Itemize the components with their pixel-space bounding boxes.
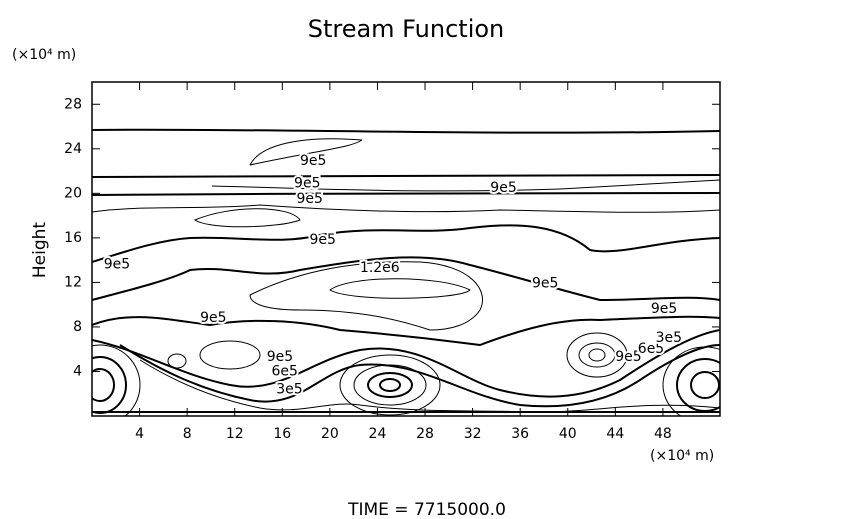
contour-line: [578, 342, 616, 368]
contour-line: [119, 344, 720, 408]
contour-label: 9e5: [490, 180, 516, 196]
contour-label: 9e5: [532, 276, 558, 292]
x-tick-label: 44: [606, 426, 624, 442]
contour-line: [566, 332, 628, 378]
contour-line: [379, 378, 401, 392]
contour-line: [92, 224, 720, 263]
y-tick-label: 16: [64, 230, 82, 246]
contour-line: [92, 128, 720, 134]
x-tick-label: 24: [369, 426, 387, 442]
x-tick-label: 36: [511, 426, 529, 442]
contour-label: 3e5: [656, 330, 682, 346]
x-tick-label: 28: [416, 426, 434, 442]
x-unit: (×10⁴ m): [650, 448, 714, 464]
contour-line: [92, 174, 720, 178]
contour-label: 3e5: [276, 381, 302, 397]
contour-label: 9e5: [296, 191, 322, 207]
contour-label: 9e5: [200, 310, 226, 326]
y-tick-label: 4: [73, 363, 82, 379]
contour-line: [92, 368, 115, 402]
contour-line: [92, 192, 720, 196]
contour-label: 9e5: [615, 349, 641, 365]
contour-label: 9e5: [104, 257, 130, 273]
contour-label: 9e5: [267, 349, 293, 365]
contour-line: [367, 372, 413, 398]
contour-line: [92, 204, 720, 213]
contour-line: [690, 371, 720, 399]
contour-line: [92, 329, 720, 398]
y-tick-label: 24: [64, 141, 82, 157]
x-tick-label: 40: [559, 426, 577, 442]
contour-line: [339, 354, 441, 416]
chart-title: Stream Function: [308, 15, 505, 43]
contour-line: [92, 344, 141, 416]
y-axis-label: Height: [30, 222, 50, 279]
contour-line: [211, 179, 720, 192]
y-unit: (×10⁴ m): [12, 47, 76, 63]
contour-line: [249, 261, 483, 331]
contour-label: 9e5: [300, 153, 326, 169]
contour-line: [329, 278, 471, 299]
contour-line: [139, 359, 720, 413]
y-tick-label: 12: [64, 274, 82, 290]
contour-label: 9e5: [294, 175, 320, 191]
contour-line: [92, 315, 720, 347]
y-tick-label: 28: [64, 96, 82, 112]
x-tick-label: 16: [273, 426, 291, 442]
contour-label: 6e5: [638, 341, 664, 357]
contour-line: [92, 256, 720, 302]
contour-line: [193, 208, 301, 228]
footer-time: TIME = 7715000.0: [347, 500, 506, 519]
x-tick-label: 12: [226, 426, 244, 442]
contour-line: [676, 358, 720, 412]
contour-lines: [92, 128, 720, 416]
contour-label: 9e5: [651, 301, 677, 317]
x-tick-label: 4: [135, 426, 144, 442]
contour-line: [249, 138, 363, 166]
x-tick-label: 48: [654, 426, 672, 442]
x-tick-label: 20: [321, 426, 339, 442]
contour-label: 1.2e6: [360, 260, 400, 276]
y-tick-label: 8: [73, 319, 82, 335]
contour-label: 9e5: [310, 232, 336, 248]
y-tick-label: 20: [64, 185, 82, 201]
x-tick-label: 8: [183, 426, 192, 442]
contour-label: 6e5: [271, 363, 297, 379]
x-tick-label: 32: [464, 426, 482, 442]
contour-line: [588, 348, 606, 362]
plot-frame: [91, 81, 721, 417]
contour-line: [199, 340, 261, 370]
